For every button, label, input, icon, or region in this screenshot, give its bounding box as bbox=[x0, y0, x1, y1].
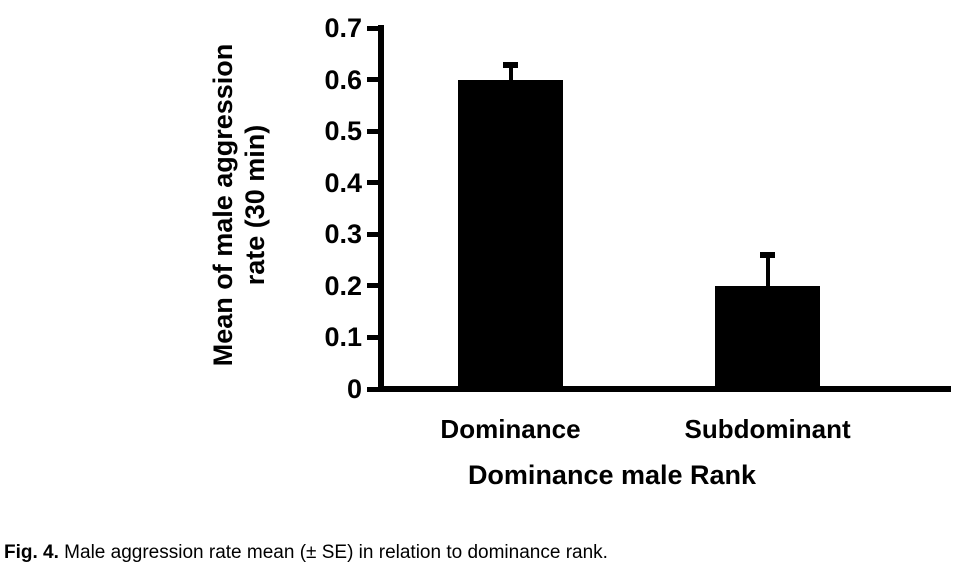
y-tick-mark bbox=[367, 25, 379, 31]
y-axis-title: Mean of male aggression rate (30 min) bbox=[185, 0, 295, 410]
y-axis-title-line2: rate (30 min) bbox=[240, 124, 270, 286]
y-tick-label: 0.4 bbox=[324, 167, 362, 198]
y-tick-mark bbox=[367, 386, 379, 392]
y-tick-label: 0.2 bbox=[324, 270, 362, 301]
x-category-label-subdominant: Subdominant bbox=[684, 414, 851, 444]
y-tick-mark bbox=[367, 180, 379, 186]
y-tick-mark bbox=[367, 334, 379, 340]
y-tick-label: 0.1 bbox=[324, 322, 362, 353]
y-tick-label: 0.3 bbox=[324, 219, 362, 250]
figure-caption: Fig. 4. Male aggression rate mean (± SE)… bbox=[4, 541, 608, 566]
error-bar-cap-dominance bbox=[503, 61, 518, 68]
bar-subdominant bbox=[715, 285, 821, 389]
x-category-label-dominance: Dominance bbox=[440, 414, 581, 444]
y-axis-line bbox=[378, 25, 384, 391]
y-tick-label: 0.7 bbox=[324, 13, 362, 43]
error-bar-stem-dominance bbox=[508, 61, 513, 80]
error-bar-cap-subdominant bbox=[760, 252, 776, 259]
bar-dominance bbox=[458, 79, 563, 389]
y-tick-mark bbox=[367, 283, 379, 289]
y-axis-title-line1: Mean of male aggression bbox=[208, 43, 239, 367]
y-tick-label: 0.6 bbox=[324, 64, 362, 95]
y-tick-mark bbox=[367, 231, 379, 237]
plot-area bbox=[380, 28, 945, 389]
figure-caption-label: Fig. 4. bbox=[4, 542, 59, 563]
y-tick-label: 0 bbox=[346, 374, 362, 404]
y-tick-mark bbox=[367, 128, 379, 134]
error-bar-stem-subdominant bbox=[765, 252, 770, 286]
figure-caption-text: Male aggression rate mean (± SE) in rela… bbox=[58, 542, 608, 563]
x-axis-line bbox=[378, 386, 951, 392]
y-tick-mark bbox=[367, 77, 379, 83]
y-tick-label: 0.5 bbox=[324, 116, 362, 147]
x-axis-title: Dominance male Rank bbox=[467, 460, 757, 490]
